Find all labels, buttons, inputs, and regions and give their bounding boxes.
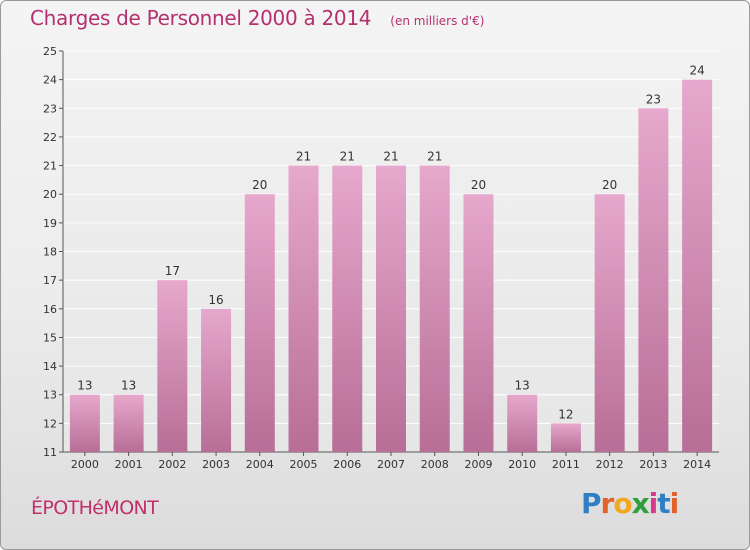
value-label: 20 (471, 178, 486, 192)
value-label: 21 (340, 150, 355, 164)
y-tick-label: 19 (43, 217, 57, 230)
x-tick-label: 2005 (290, 458, 318, 471)
y-tick-label: 11 (43, 446, 57, 459)
bar (201, 308, 232, 452)
bar (288, 165, 319, 453)
bar (113, 394, 144, 452)
value-label: 23 (646, 92, 661, 106)
bar (550, 423, 581, 452)
x-tick-label: 2000 (71, 458, 99, 471)
bar (157, 280, 188, 452)
x-tick-label: 2010 (508, 458, 536, 471)
chart-title: Charges de Personnel 2000 à 2014 (30, 6, 372, 30)
bar (463, 194, 494, 452)
bar (507, 394, 538, 452)
x-tick-label: 2003 (202, 458, 230, 471)
value-label: 17 (165, 264, 180, 278)
chart-subtitle: (en milliers d'€) (390, 14, 485, 28)
y-tick-label: 23 (43, 102, 57, 115)
x-tick-label: 2012 (596, 458, 624, 471)
logo-letter: o (613, 487, 632, 520)
bar (419, 165, 450, 453)
y-tick-label: 25 (43, 45, 57, 58)
value-label: 24 (689, 64, 704, 78)
bar (638, 108, 669, 453)
x-tick-label: 2007 (377, 458, 405, 471)
bar (682, 79, 713, 453)
y-tick-label: 20 (43, 188, 57, 201)
commune-name: ÉPOTHéMONT (31, 497, 159, 519)
logo-letter: i (669, 487, 680, 520)
logo-letter: P (581, 487, 602, 520)
x-tick-label: 2004 (246, 458, 274, 471)
y-tick-label: 21 (43, 160, 57, 173)
bar (69, 394, 100, 452)
x-tick-label: 2008 (421, 458, 449, 471)
y-tick-label: 17 (43, 274, 57, 287)
x-tick-label: 2001 (115, 458, 143, 471)
x-tick-label: 2006 (333, 458, 361, 471)
x-tick-label: 2013 (639, 458, 667, 471)
value-label: 20 (252, 178, 267, 192)
y-tick-label: 24 (43, 74, 57, 87)
y-tick-label: 12 (43, 417, 57, 430)
bar (244, 194, 275, 452)
y-tick-label: 16 (43, 303, 57, 316)
logo-letter: i (648, 487, 659, 520)
y-tick-label: 14 (43, 360, 57, 373)
value-label: 13 (121, 379, 136, 393)
logo-letter: r (600, 487, 615, 520)
bar (594, 194, 625, 452)
x-tick-label: 2009 (464, 458, 492, 471)
title-line: Charges de Personnel 2000 à 2014 (en mil… (30, 6, 484, 30)
value-label: 13 (77, 379, 92, 393)
value-label: 13 (515, 379, 530, 393)
proxiti-logo: Proxiti (581, 487, 680, 520)
value-label: 21 (296, 150, 311, 164)
bar (376, 165, 406, 453)
y-tick-label: 15 (43, 331, 57, 344)
value-label: 21 (383, 150, 398, 164)
x-tick-label: 2011 (552, 458, 580, 471)
value-label: 12 (558, 407, 573, 421)
value-label: 21 (427, 150, 442, 164)
value-label: 16 (208, 293, 223, 307)
logo-letter: t (657, 487, 670, 520)
x-tick-label: 2014 (683, 458, 711, 471)
logo-letter: x (631, 487, 650, 520)
x-tick-label: 2002 (158, 458, 186, 471)
value-label: 20 (602, 178, 617, 192)
y-tick-label: 18 (43, 246, 57, 259)
y-tick-label: 22 (43, 131, 57, 144)
bar (332, 165, 363, 453)
y-tick-label: 13 (43, 389, 57, 402)
